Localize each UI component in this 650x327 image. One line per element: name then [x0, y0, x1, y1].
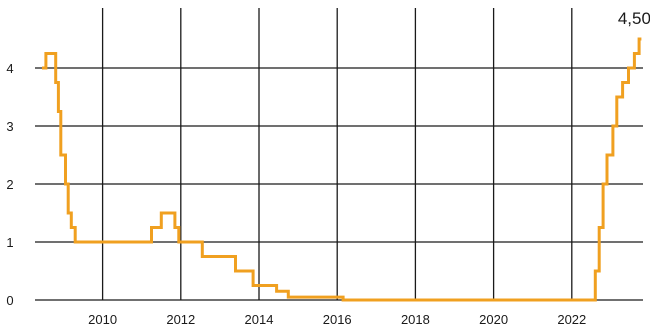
end-value-label: 4,50 — [618, 9, 650, 28]
x-tick-label: 2014 — [245, 312, 274, 327]
rate-series-line — [42, 37, 642, 302]
y-axis-ticks: 0 1 2 3 4 — [6, 61, 13, 308]
y-tick-label: 4 — [6, 61, 13, 76]
x-axis-ticks: 2010 2012 2014 2016 2018 2020 2022 — [88, 312, 586, 327]
y-tick-label: 1 — [6, 235, 13, 250]
vertical-gridlines — [101, 8, 573, 300]
x-tick-label: 2016 — [323, 312, 352, 327]
x-tick-label: 2012 — [166, 312, 195, 327]
x-tick-label: 2010 — [88, 312, 117, 327]
y-tick-label: 0 — [6, 293, 13, 308]
x-tick-label: 2020 — [479, 312, 508, 327]
y-tick-label: 2 — [6, 177, 13, 192]
y-tick-label: 3 — [6, 119, 13, 134]
x-tick-label: 2018 — [401, 312, 430, 327]
horizontal-gridlines — [35, 67, 643, 301]
x-tick-label: 2022 — [557, 312, 586, 327]
